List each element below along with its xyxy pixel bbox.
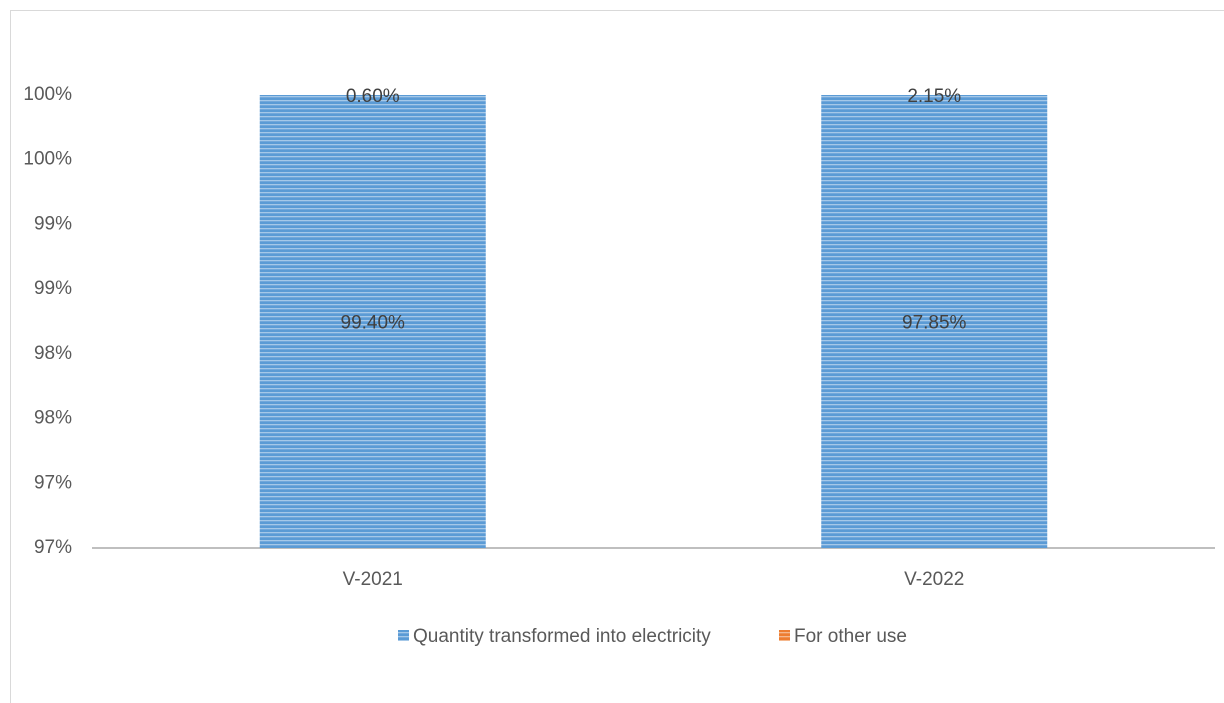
chart-border	[10, 10, 1224, 703]
legend-swatch	[398, 630, 409, 641]
data-label: 2.15%	[907, 86, 961, 107]
y-tick-label: 98%	[34, 343, 72, 364]
y-tick-label: 98%	[34, 408, 72, 429]
data-label: 97.85%	[902, 313, 967, 334]
y-tick-label: 99%	[34, 213, 72, 234]
y-tick-label: 100%	[23, 149, 72, 170]
y-tick-label: 99%	[34, 278, 72, 299]
legend-label: For other use	[794, 626, 907, 647]
legend-label: Quantity transformed into electricity	[413, 626, 711, 647]
x-tick-label: V-2021	[343, 569, 403, 590]
legend-swatch	[779, 630, 790, 641]
bar-segment	[821, 95, 1048, 548]
data-label: 99.40%	[341, 313, 406, 334]
y-tick-label: 100%	[23, 84, 72, 105]
data-label: 0.60%	[346, 86, 400, 107]
y-tick-label: 97%	[34, 537, 72, 558]
bar-segment	[259, 95, 486, 548]
y-tick-label: 97%	[34, 472, 72, 493]
x-tick-label: V-2022	[904, 569, 964, 590]
